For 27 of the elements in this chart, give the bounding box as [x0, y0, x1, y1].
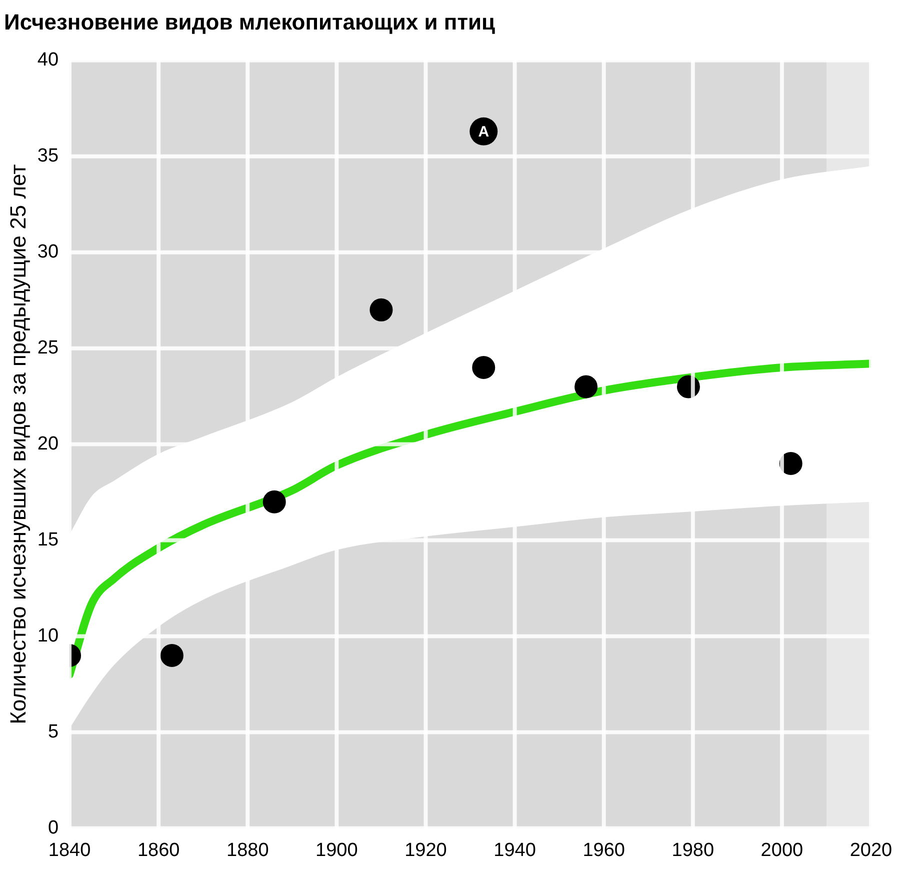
x-tick-label: 1880: [226, 840, 269, 861]
x-tick-label: 1940: [494, 840, 536, 861]
y-tick-label: 35: [37, 146, 59, 167]
y-tick-label: 20: [37, 434, 59, 455]
y-axis-title: Количество исчезнувших видов за предыдущие 25 лет: [5, 164, 30, 724]
x-tick-label: 1920: [404, 840, 447, 861]
point: [262, 490, 286, 514]
y-tick-label: 0: [48, 817, 59, 838]
annotation: A: [478, 124, 490, 141]
x-tick-label: 1860: [137, 840, 180, 861]
chart-title: Исчезновение видов млекопитающих и птиц: [4, 9, 496, 34]
x-tick-label: 1960: [582, 840, 625, 861]
x-tick-label: 1980: [672, 840, 714, 861]
x-tick-label: 1900: [316, 840, 358, 861]
point: [574, 375, 598, 398]
y-tick-label: 5: [48, 721, 59, 742]
y-tick-label: 10: [37, 625, 59, 646]
point: [370, 298, 393, 322]
y-tick-label: 40: [37, 50, 59, 71]
x-tick-label: 1840: [48, 840, 91, 861]
point: [472, 356, 496, 380]
y-tick-label: 25: [37, 338, 59, 359]
y-tick-label: 15: [37, 530, 59, 551]
point: [160, 644, 184, 667]
y-tick-label: 30: [37, 242, 59, 263]
x-tick-label: 2020: [850, 840, 892, 861]
x-tick-label: 2000: [760, 840, 804, 861]
